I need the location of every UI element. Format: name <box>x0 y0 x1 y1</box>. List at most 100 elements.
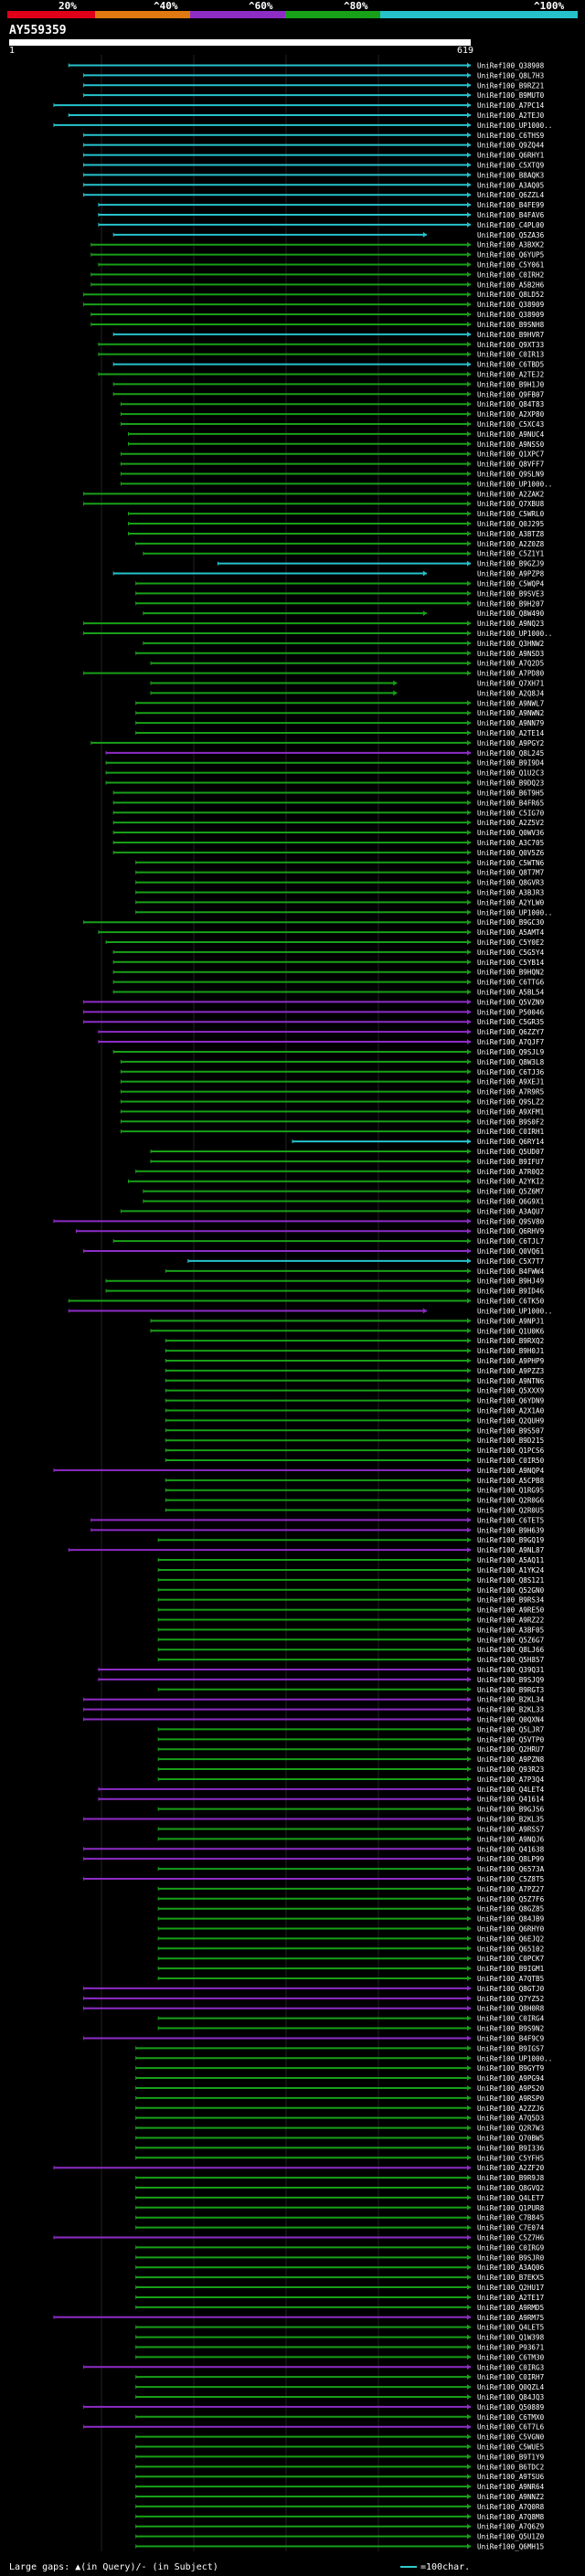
hit-label[interactable]: UniRef100_A2Q8J4 <box>477 689 545 697</box>
hit-row[interactable]: UniRef100_B9SVE3 <box>135 589 544 598</box>
hit-label[interactable]: UniRef100_Q9SV80 <box>477 1217 545 1225</box>
hit-row[interactable]: UniRef100_Q5VZN9 <box>83 998 545 1006</box>
hit-row[interactable]: UniRef100_C5WTN6 <box>135 859 545 867</box>
hit-label[interactable]: UniRef100_B2KL35 <box>477 1816 544 1824</box>
hit-label[interactable]: UniRef100_Q0QZL4 <box>477 2383 545 2391</box>
hit-row[interactable]: UniRef100_Q1PCS6 <box>165 1447 545 1455</box>
hit-row[interactable]: UniRef100_B9GYT9 <box>135 2064 545 2072</box>
hit-label[interactable]: UniRef100_B2KL33 <box>477 1706 544 1714</box>
hit-row[interactable]: UniRef100_Q5UD07 <box>150 1148 544 1156</box>
hit-row[interactable]: UniRef100_B4FAV6 <box>98 211 545 219</box>
hit-row[interactable]: UniRef100_Q41614 <box>98 1796 545 1804</box>
hit-row[interactable]: UniRef100_Q8S121 <box>157 1576 545 1585</box>
hit-row[interactable]: UniRef100_Q38908 <box>68 61 545 69</box>
hit-row[interactable]: UniRef100_A9NPJ1 <box>150 1317 545 1325</box>
hit-label[interactable]: UniRef100_Q8T7M7 <box>477 869 544 877</box>
hit-label[interactable]: UniRef100_B2KL34 <box>477 1696 545 1704</box>
hit-row[interactable]: UniRef100_Q5LJR7 <box>157 1725 544 1733</box>
hit-row[interactable]: UniRef100_A5B2H6 <box>90 281 545 289</box>
hit-row[interactable]: UniRef100_Q5ZA36 <box>112 231 545 239</box>
hit-row[interactable]: UniRef100_A9NR64 <box>135 2483 545 2491</box>
hit-label[interactable]: UniRef100_Q38909 <box>477 311 545 319</box>
hit-row[interactable]: UniRef100_Q7XBU8 <box>83 500 545 508</box>
hit-row[interactable]: UniRef100_Q5Z6M7 <box>143 1188 544 1196</box>
hit-label[interactable]: UniRef100_Q6G9X1 <box>477 1198 545 1206</box>
hit-row[interactable]: UniRef100_C6TM30 <box>135 2353 545 2361</box>
hit-row[interactable]: UniRef100_B6TDC2 <box>135 2463 544 2471</box>
hit-row[interactable]: UniRef100_C5YFH5 <box>135 2154 544 2162</box>
hit-row[interactable]: UniRef100_Q5VTP0 <box>157 1735 545 1744</box>
hit-row[interactable]: UniRef100_A9RM75 <box>53 2314 544 2322</box>
hit-row[interactable]: UniRef100_Q0VQ61 <box>83 1247 545 1256</box>
hit-label[interactable]: UniRef100_C5IG70 <box>477 809 545 817</box>
hit-row[interactable]: UniRef100_B9H1J0 <box>112 380 545 388</box>
hit-row[interactable]: UniRef100_B9I9D4 <box>105 759 545 768</box>
hit-label[interactable]: UniRef100_B9D215 <box>477 1436 544 1445</box>
hit-row[interactable]: UniRef100_C5WRL0 <box>128 510 545 518</box>
hit-label[interactable]: UniRef100_Q5Z6G7 <box>477 1636 544 1644</box>
hit-row[interactable]: UniRef100_Q38909 <box>90 311 545 319</box>
hit-label[interactable]: UniRef100_Q41614 <box>477 1796 545 1804</box>
hit-label[interactable]: UniRef100_Q2R0U5 <box>477 1507 544 1515</box>
hit-label[interactable]: UniRef100_C5WRL0 <box>477 510 545 518</box>
hit-label[interactable]: UniRef100_Q39Q31 <box>477 1666 545 1674</box>
hit-row[interactable]: UniRef100_Q1XPC7 <box>120 451 544 459</box>
hit-row[interactable]: UniRef100_Q2HRU7 <box>157 1745 544 1754</box>
hit-label[interactable]: UniRef100_UP1000.. <box>477 908 552 917</box>
hit-row[interactable]: UniRef100_B9IFU7 <box>150 1158 544 1166</box>
hit-label[interactable]: UniRef100_Q1RG95 <box>477 1487 544 1495</box>
hit-label[interactable]: UniRef100_UP1000.. <box>477 1307 552 1315</box>
hit-row[interactable]: UniRef100_B9DQ23 <box>105 779 544 788</box>
hit-row[interactable]: UniRef100_C5XTQ9 <box>83 161 545 169</box>
hit-label[interactable]: UniRef100_Q1W398 <box>477 2334 545 2342</box>
hit-label[interactable]: UniRef100_B9GQ19 <box>477 1536 545 1544</box>
hit-row[interactable]: UniRef100_A3BJR3 <box>135 888 544 896</box>
hit-label[interactable]: UniRef100_Q5Z6M7 <box>477 1188 544 1196</box>
hit-label[interactable]: UniRef100_C6T7L6 <box>477 2423 545 2432</box>
hit-label[interactable]: UniRef100_Q9FB07 <box>477 390 544 398</box>
hit-label[interactable]: UniRef100_Q8LP99 <box>477 1855 545 1863</box>
hit-label[interactable]: UniRef100_C0PCK7 <box>477 1955 544 1963</box>
hit-label[interactable]: UniRef100_B9HQN2 <box>477 969 544 977</box>
hit-label[interactable]: UniRef100_C5XC43 <box>477 420 544 429</box>
hit-row[interactable]: UniRef100_A3AQ05 <box>83 181 545 189</box>
hit-row[interactable]: UniRef100_Q8GZ85 <box>157 1905 544 1913</box>
hit-label[interactable]: UniRef100_A7R9R5 <box>477 1088 544 1097</box>
hit-label[interactable]: UniRef100_A2Z0Z8 <box>477 540 545 548</box>
hit-label[interactable]: UniRef100_A7Q0R8 <box>477 2503 545 2511</box>
hit-row[interactable]: UniRef100_A9NWN2 <box>135 709 544 717</box>
hit-row[interactable]: UniRef100_Q84JB9 <box>157 1915 545 1924</box>
hit-label[interactable]: UniRef100_A9NTN6 <box>477 1377 545 1385</box>
hit-row[interactable]: UniRef100_C5YB14 <box>112 959 545 967</box>
hit-row[interactable]: UniRef100_B9HJ49 <box>105 1277 545 1286</box>
hit-label[interactable]: UniRef100_UP1000.. <box>477 480 552 488</box>
hit-label[interactable]: UniRef100_Q6EJQ2 <box>477 1935 544 1943</box>
hit-label[interactable]: UniRef100_P93671 <box>477 2343 545 2351</box>
hit-row[interactable]: UniRef100_A2Q8J4 <box>150 689 545 697</box>
hit-row[interactable]: UniRef100_Q39Q31 <box>98 1666 545 1674</box>
hit-row[interactable]: UniRef100_B4F9C9 <box>83 2034 545 2042</box>
hit-label[interactable]: UniRef100_C6TJ36 <box>477 1068 545 1076</box>
hit-row[interactable]: UniRef100_Q6RHY0 <box>157 1925 545 1934</box>
hit-label[interactable]: UniRef100_A9NPJ1 <box>477 1317 545 1325</box>
hit-row[interactable]: UniRef100_A9PS20 <box>135 2084 545 2093</box>
hit-label[interactable]: UniRef100_Q70BW5 <box>477 2134 544 2142</box>
hit-label[interactable]: UniRef100_C6THS9 <box>477 132 545 140</box>
hit-row[interactable]: UniRef100_Q9SV80 <box>53 1217 545 1225</box>
hit-row[interactable]: UniRef100_Q70BW5 <box>135 2134 544 2142</box>
hit-label[interactable]: UniRef100_Q4LET7 <box>477 2194 544 2202</box>
hit-label[interactable]: UniRef100_B4FR65 <box>477 799 544 807</box>
hit-row[interactable]: UniRef100_Q9SJL9 <box>112 1048 545 1056</box>
hit-label[interactable]: UniRef100_Q6573A <box>477 1865 545 1873</box>
hit-row[interactable]: UniRef100_C5XC43 <box>120 420 544 429</box>
hit-row[interactable]: UniRef100_A9TSU6 <box>135 2473 545 2481</box>
hit-row[interactable]: UniRef100_Q8GVR3 <box>135 879 544 887</box>
hit-label[interactable]: UniRef100_Q6YUP5 <box>477 251 544 260</box>
hit-label[interactable]: UniRef100_A9RZ22 <box>477 1616 544 1624</box>
hit-label[interactable]: UniRef100_C0IR13 <box>477 351 544 359</box>
hit-label[interactable]: UniRef100_A9RSP0 <box>477 2094 545 2103</box>
hit-label[interactable]: UniRef100_B9HVR7 <box>477 331 544 339</box>
hit-row[interactable]: UniRef100_B9HQN2 <box>112 969 544 977</box>
hit-row[interactable]: UniRef100_C5G5Y4 <box>112 949 545 957</box>
hit-row[interactable]: UniRef100_A7Q6Z9 <box>135 2523 545 2531</box>
